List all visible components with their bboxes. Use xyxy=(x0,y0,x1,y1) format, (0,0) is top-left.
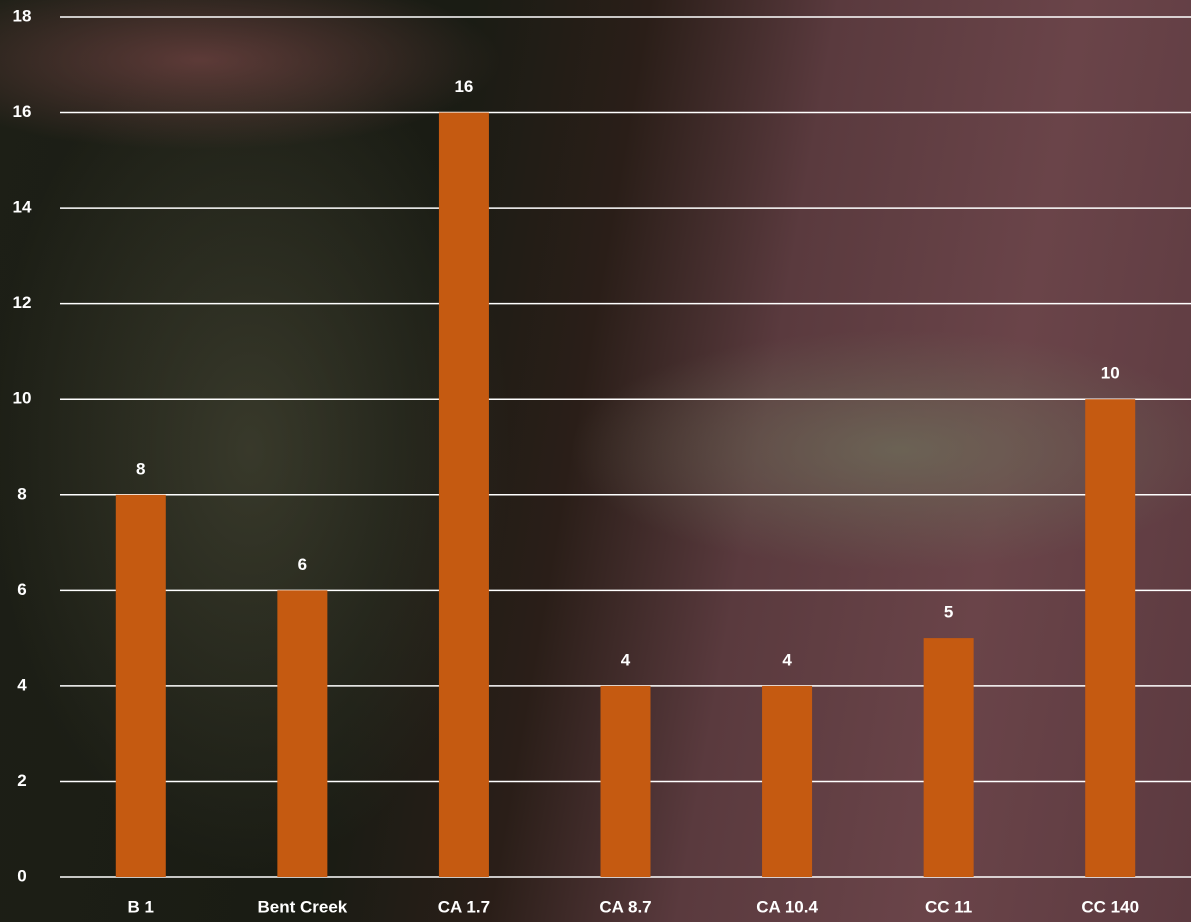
x-tick-label: Bent Creek xyxy=(257,897,347,916)
x-tick-label: CC 11 xyxy=(925,897,972,916)
bar xyxy=(601,686,651,877)
y-tick-label: 18 xyxy=(13,6,32,25)
bar xyxy=(277,590,327,877)
data-label: 8 xyxy=(136,459,145,478)
y-tick-label: 4 xyxy=(17,675,27,694)
data-label: 4 xyxy=(782,650,792,669)
data-label: 4 xyxy=(621,650,631,669)
x-tick-label: CA 10.4 xyxy=(756,897,818,916)
data-label: 6 xyxy=(298,555,307,574)
bar xyxy=(762,686,812,877)
y-tick-label: 10 xyxy=(13,389,32,408)
bar xyxy=(439,113,489,877)
y-tick-label: 0 xyxy=(17,866,26,885)
y-tick-label: 14 xyxy=(13,198,32,217)
data-label: 5 xyxy=(944,603,953,622)
y-tick-label: 2 xyxy=(17,771,26,790)
data-label: 16 xyxy=(454,77,473,96)
y-tick-label: 12 xyxy=(13,293,32,312)
x-tick-label: CC 140 xyxy=(1081,897,1139,916)
x-tick-label: CA 1.7 xyxy=(438,897,490,916)
y-tick-label: 6 xyxy=(17,580,26,599)
bar xyxy=(1085,399,1135,877)
x-tick-label: CA 8.7 xyxy=(599,897,651,916)
data-label: 10 xyxy=(1101,364,1120,383)
bar xyxy=(924,638,974,877)
y-tick-label: 8 xyxy=(17,484,26,503)
chart: 0 2 4 6 8 10 12 14 16 18 B 1 8 Bent Creek 6 CA 1.7 16 CA… xyxy=(0,0,1191,922)
bar xyxy=(116,495,166,877)
page: 0 2 4 6 8 10 12 14 16 18 B 1 8 Bent Creek 6 CA 1.7 16 CA… xyxy=(0,0,1191,922)
x-tick-label: B 1 xyxy=(128,897,154,916)
y-tick-label: 16 xyxy=(13,102,32,121)
